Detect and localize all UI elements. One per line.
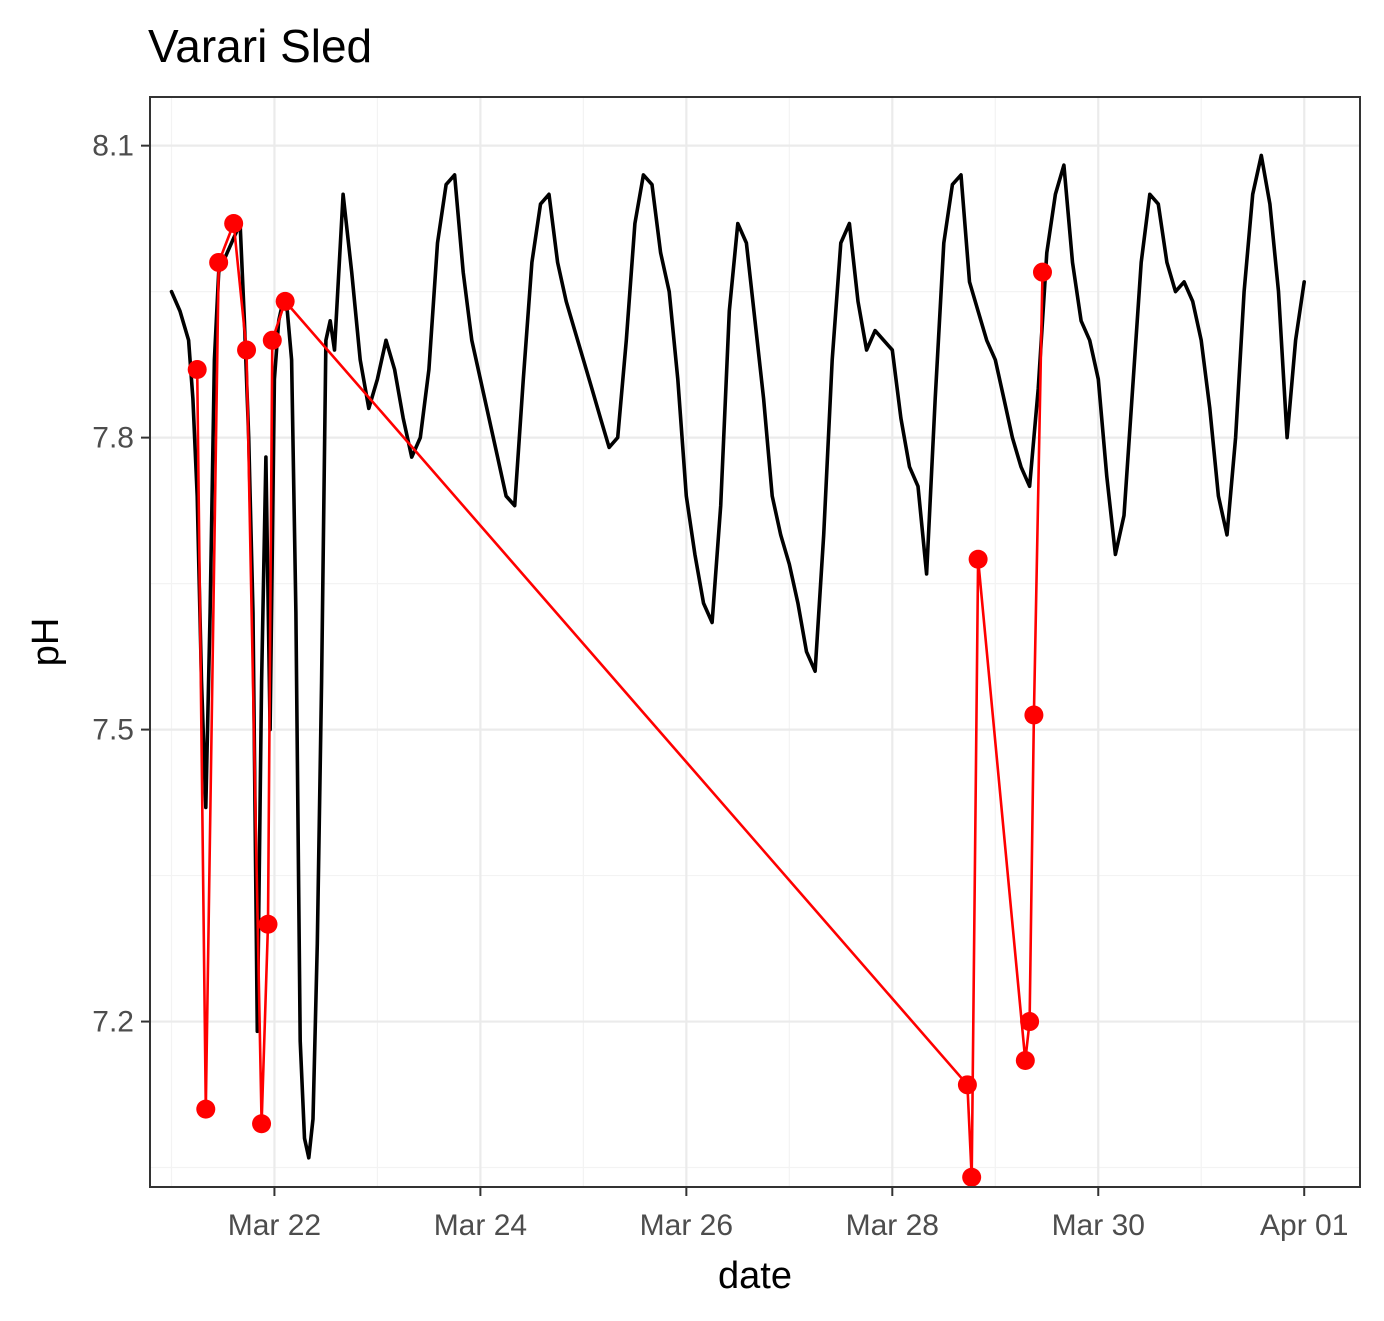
y-tick-label: 7.2 xyxy=(92,1006,134,1039)
y-tick-label: 8.1 xyxy=(92,130,134,163)
x-tick-label: Mar 28 xyxy=(846,1209,939,1242)
x-tick-label: Mar 22 xyxy=(228,1209,321,1242)
plot-series xyxy=(169,153,1306,1187)
discrete-sample-point xyxy=(1032,262,1052,282)
discrete-sample-point xyxy=(1020,1012,1040,1032)
sensor-ph-line xyxy=(169,153,1306,1160)
discrete-sample-point xyxy=(196,1099,216,1119)
x-axis: Mar 22 Mar 24 Mar 26 Mar 28 Mar 30 Apr 01 xyxy=(228,1187,1348,1242)
discrete-sample-point xyxy=(224,214,244,234)
discrete-sample-point xyxy=(187,360,207,379)
discrete-sample-point xyxy=(1015,1050,1035,1070)
discrete-sample-point xyxy=(262,330,282,350)
x-tick-label: Apr 01 xyxy=(1260,1209,1348,1242)
y-axis-title: pH xyxy=(25,618,67,667)
discrete-sample-point xyxy=(258,914,278,934)
discrete-sample-line xyxy=(195,222,1044,1179)
discrete-sample-point xyxy=(1024,705,1044,725)
plot-grid xyxy=(150,97,1360,1187)
discrete-sample-point xyxy=(237,340,257,360)
y-tick-label: 7.8 xyxy=(92,422,134,455)
discrete-sample-point xyxy=(962,1167,982,1187)
discrete-sample-point xyxy=(968,549,988,569)
x-tick-label: Mar 24 xyxy=(434,1209,527,1242)
x-tick-label: Mar 26 xyxy=(640,1209,733,1242)
y-axis: 7.2 7.5 7.8 8.1 xyxy=(92,130,150,1039)
discrete-sample-point xyxy=(275,291,295,311)
plot-panel-border xyxy=(149,96,1361,1188)
discrete-sample-point xyxy=(252,1114,272,1134)
y-tick-label: 7.5 xyxy=(92,714,134,747)
chart-title: Varari Sled xyxy=(148,20,372,72)
discrete-sample-point xyxy=(209,252,229,272)
x-tick-label: Mar 30 xyxy=(1052,1209,1145,1242)
discrete-sample-point xyxy=(957,1075,977,1095)
x-axis-title: date xyxy=(718,1255,792,1297)
plot-background xyxy=(150,97,1360,1187)
